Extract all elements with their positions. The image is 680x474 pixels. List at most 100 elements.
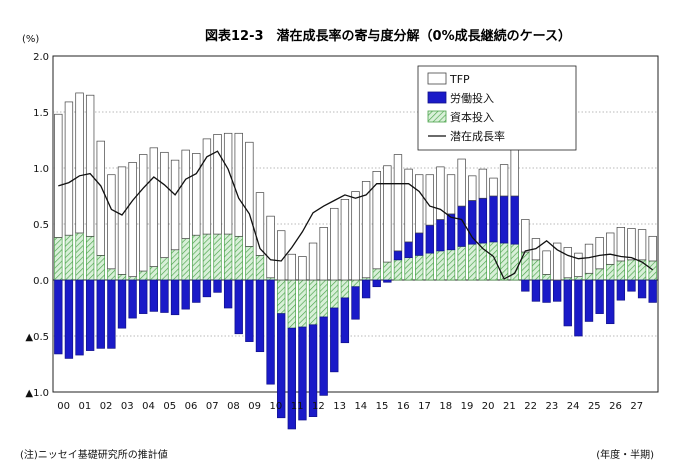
capital-bar — [616, 260, 626, 281]
capital-bar — [213, 233, 222, 281]
tfp-bar — [415, 174, 424, 234]
labor-bar — [489, 195, 498, 243]
capital-bar — [192, 234, 201, 281]
labor-bar — [648, 279, 657, 303]
x-tick-label: 09 — [248, 401, 261, 412]
labor-bar — [181, 279, 190, 310]
legend-label: TFP — [449, 73, 470, 86]
capital-bar — [584, 272, 594, 281]
potential-growth-line — [58, 150, 654, 280]
labor-bar — [266, 279, 275, 385]
x-tick-label: 04 — [142, 401, 155, 412]
labor-bar — [340, 297, 350, 344]
labor-bar — [415, 232, 424, 256]
tfp-bar — [478, 168, 488, 199]
tfp-bar — [404, 168, 413, 243]
tfp-bar — [446, 174, 456, 215]
labor-bar — [637, 279, 647, 299]
tfp-bar — [468, 175, 477, 201]
labor-bar — [213, 279, 222, 293]
labor-bar — [616, 279, 626, 301]
y-tick-label: 2.0 — [33, 52, 49, 63]
y-tick-label: 1.5 — [33, 108, 49, 119]
x-tick-label: 13 — [333, 401, 346, 412]
labor-bar — [457, 205, 466, 247]
capital-bar — [468, 243, 477, 281]
capital-bar — [181, 238, 190, 281]
labor-bar — [552, 279, 562, 302]
labor-bar — [128, 279, 137, 319]
labor-bar — [521, 279, 530, 292]
labor-bar — [404, 241, 413, 258]
labor-bar — [202, 279, 212, 298]
labor-bar — [255, 279, 265, 353]
capital-bar — [542, 274, 551, 281]
labor-bar — [160, 279, 169, 313]
tfp-bar — [170, 159, 180, 251]
capital-bar — [340, 279, 350, 299]
capital-bar — [446, 249, 456, 281]
labor-bar — [85, 279, 95, 351]
tfp-bar — [75, 92, 84, 234]
labor-bar — [75, 279, 84, 356]
capital-bar — [149, 266, 159, 281]
capital-bar — [160, 257, 169, 281]
capital-bar — [298, 279, 307, 328]
x-tick-label: 22 — [524, 401, 537, 412]
capital-bar — [606, 263, 615, 281]
tfp-bar — [552, 242, 562, 281]
tfp-bar — [298, 256, 307, 281]
tfp-bar — [489, 177, 498, 197]
y-tick-label: 0.0 — [33, 276, 49, 287]
x-tick-label: 24 — [567, 401, 580, 412]
tfp-bar — [436, 166, 445, 220]
labor-bar — [107, 279, 116, 349]
legend-swatch-capital — [427, 110, 447, 123]
tfp-bar — [96, 140, 105, 256]
labor-bar — [383, 279, 392, 283]
tfp-bar — [606, 232, 615, 265]
plot-area: 2.0 1.5 1.0 0.5 0.0 ▲0.5 ▲1.0 00 01 02 03 04 05 06 07 0… — [25, 52, 659, 430]
labor-bar — [319, 316, 328, 396]
x-tick-label: 05 — [163, 401, 176, 412]
labor-bar — [436, 219, 445, 252]
capital-bar — [383, 261, 392, 281]
tfp-bar — [202, 138, 212, 235]
x-tick-label: 00 — [57, 401, 70, 412]
tfp-bar — [149, 147, 159, 267]
x-tick-label: 25 — [588, 401, 601, 412]
labor-bar — [330, 307, 339, 373]
x-tick-label: 03 — [121, 401, 134, 412]
labor-bar — [446, 213, 456, 251]
tfp-bar — [425, 174, 434, 226]
y-tick-label: ▲1.0 — [25, 388, 49, 399]
tfp-bar — [234, 132, 243, 237]
labor-bar — [542, 279, 551, 303]
x-tick-label: 17 — [418, 401, 431, 412]
capital-bar — [245, 246, 254, 281]
capital-bar — [75, 232, 84, 281]
labor-bar — [117, 279, 127, 329]
capital-bar — [64, 234, 74, 281]
capital-bar — [277, 279, 286, 314]
y-tick-label: 1.0 — [33, 164, 49, 175]
x-tick-label: 20 — [482, 401, 495, 412]
capital-bar — [425, 252, 434, 281]
x-tick-label: 01 — [78, 401, 91, 412]
tfp-bar — [255, 192, 265, 256]
tfp-bar — [616, 227, 626, 262]
tfp-bar — [319, 227, 328, 281]
y-tick-label: 0.5 — [33, 220, 49, 231]
tfp-bar — [245, 141, 254, 247]
source-note: (注)ニッセイ基礎研究所の推計値 — [20, 448, 168, 461]
labor-bar — [574, 279, 583, 337]
labor-bar — [96, 279, 105, 349]
tfp-bar — [277, 230, 286, 281]
legend-swatch-tfp — [427, 72, 447, 85]
x-tick-label: 26 — [609, 401, 622, 412]
tfp-bar — [383, 165, 392, 263]
tfp-bar — [85, 94, 95, 237]
capital-bar — [415, 255, 424, 281]
labor-bar — [298, 326, 307, 421]
